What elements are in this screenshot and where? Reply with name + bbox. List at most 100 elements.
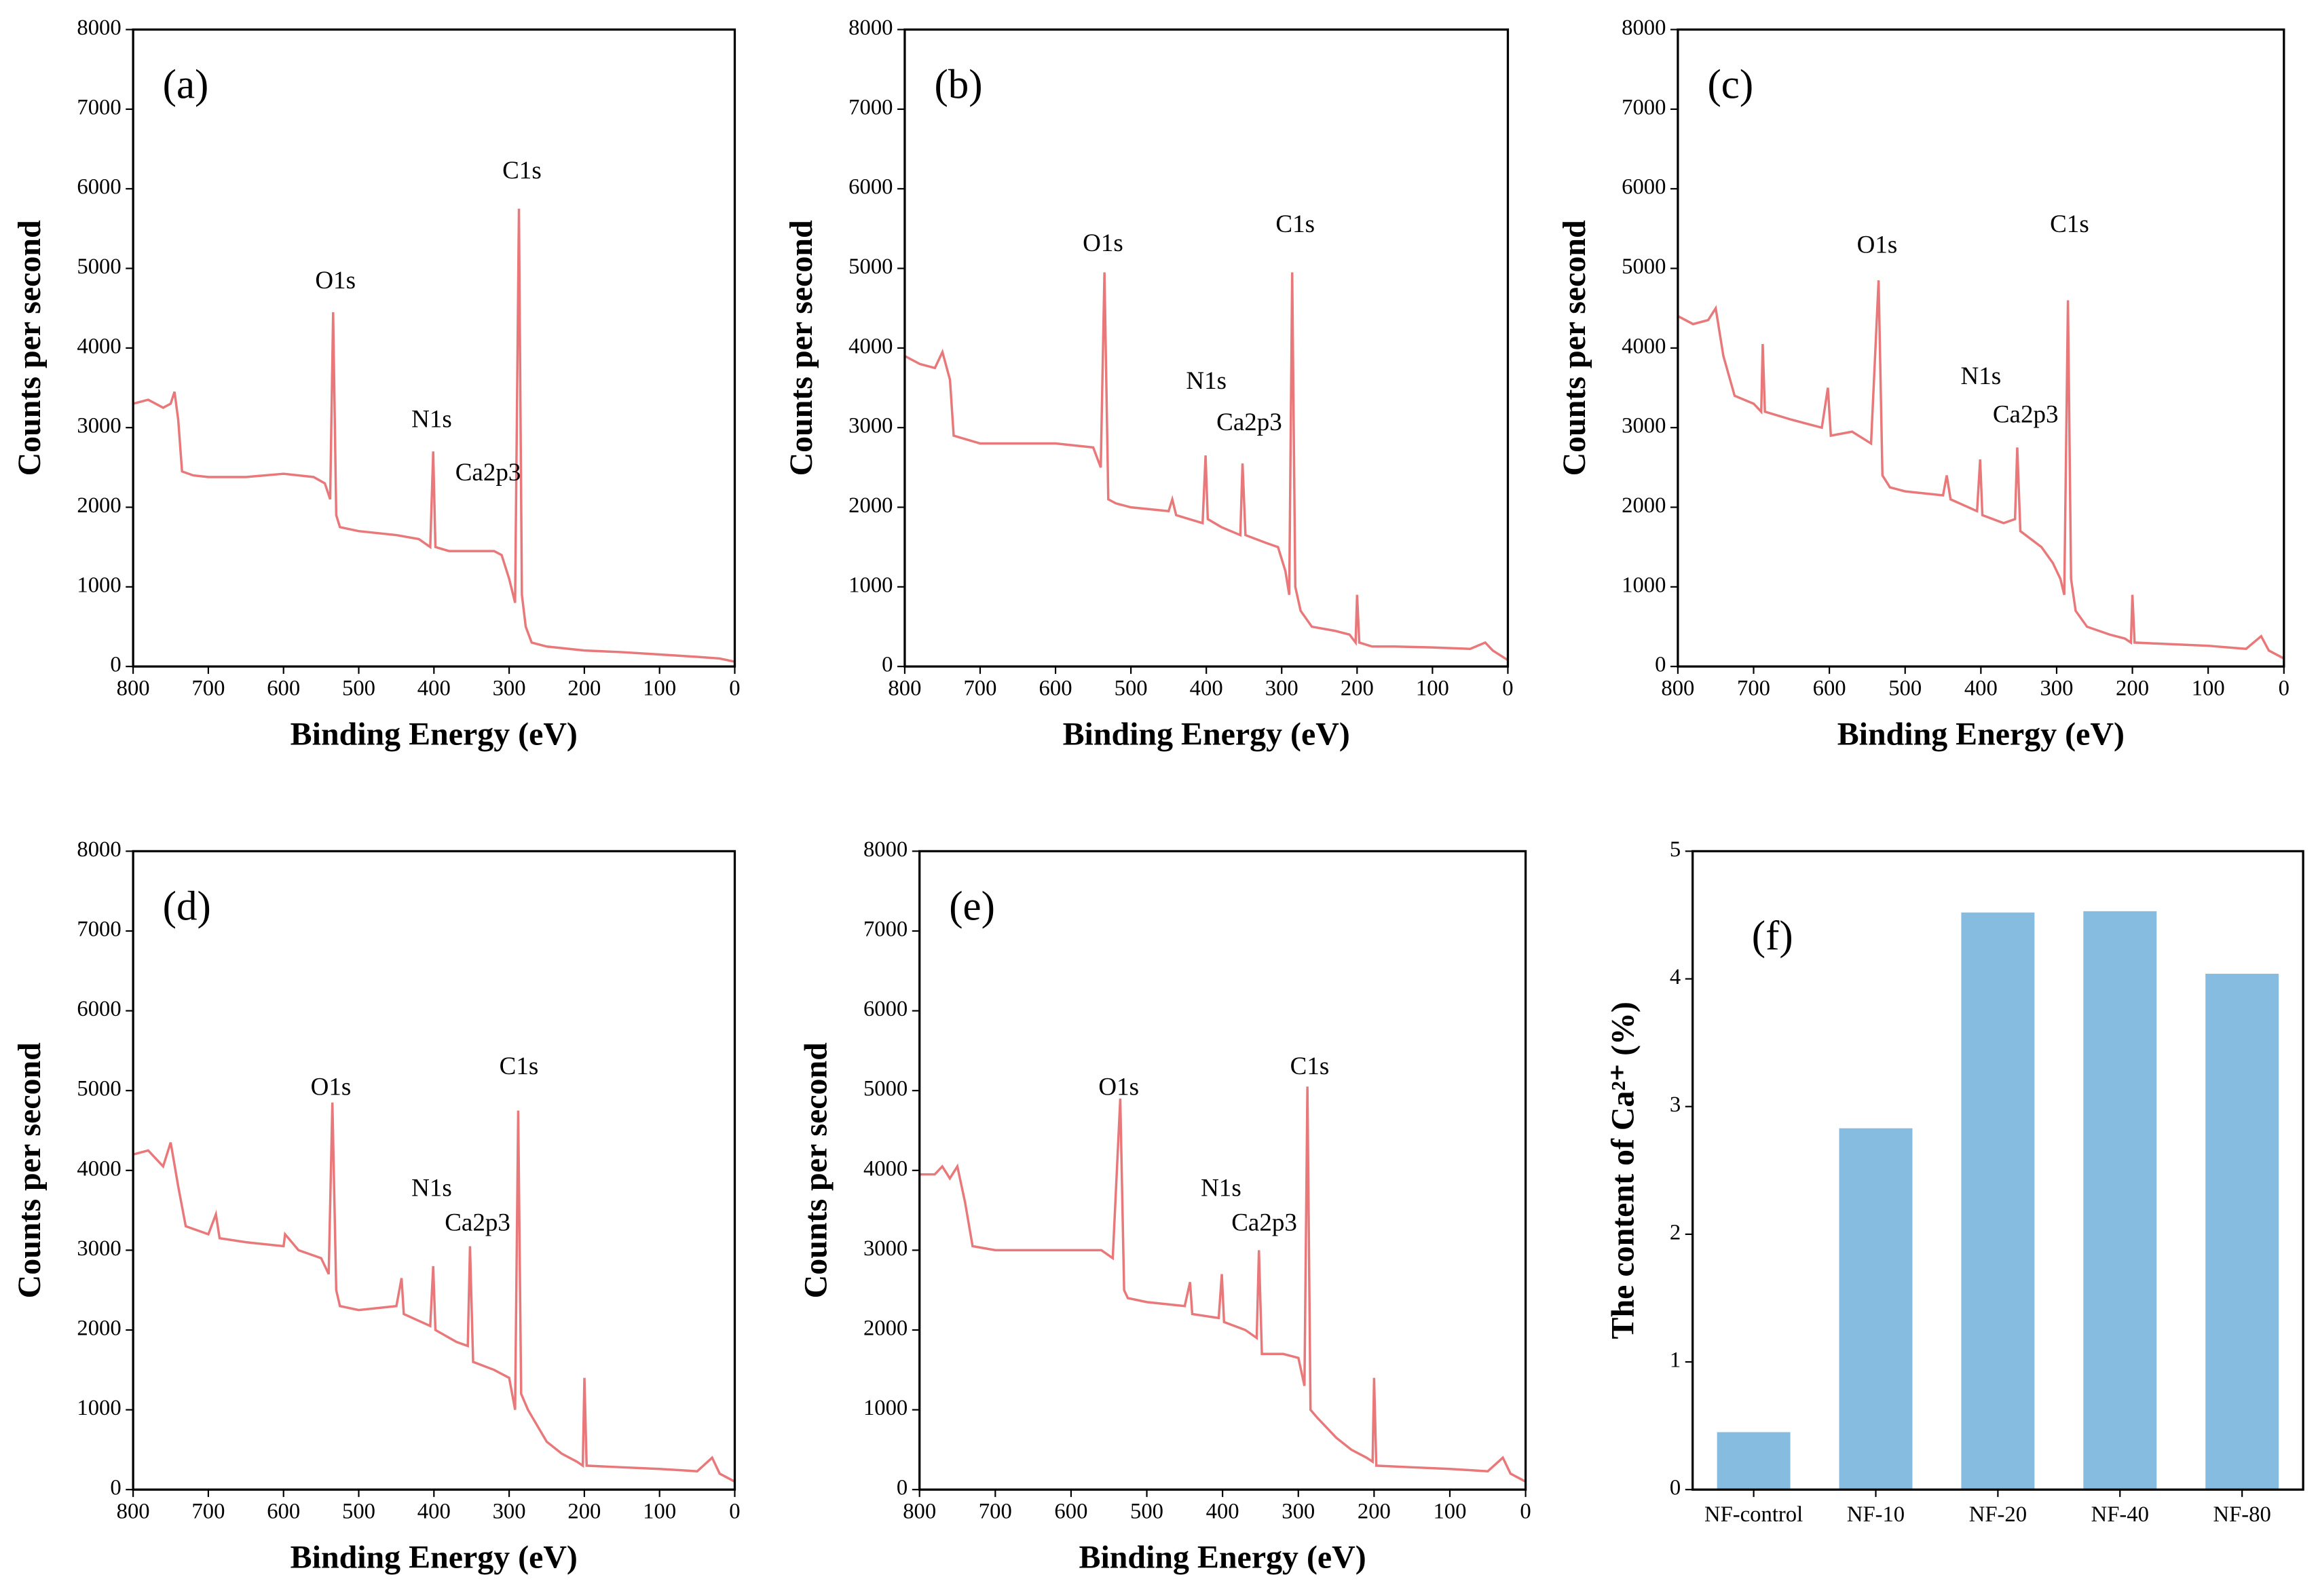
x-tick-label: 800 — [117, 677, 150, 701]
y-tick-label: 8000 — [848, 16, 893, 40]
y-axis-label: Counts per second — [12, 220, 48, 476]
x-tick-label: 500 — [1130, 1500, 1163, 1524]
x-tick-label: NF-20 — [1969, 1502, 2027, 1527]
peak-label: C1s — [502, 157, 542, 185]
y-tick-label: 6000 — [863, 997, 908, 1021]
y-tick-label: 6000 — [77, 997, 121, 1021]
y-tick-label: 5000 — [77, 254, 121, 279]
y-tick-label: 1000 — [1622, 573, 1666, 597]
plot-frame — [132, 28, 736, 668]
plot-frame — [1677, 28, 2285, 668]
y-tick-label: 4000 — [77, 1156, 121, 1181]
y-tick-label: 3000 — [77, 414, 121, 438]
peak-label: C1s — [2050, 210, 2089, 238]
panel: 010002000300040005000600070008000Counts … — [783, 16, 1514, 753]
y-tick-label: 4 — [1670, 965, 1681, 989]
peak-label: O1s — [1083, 229, 1123, 257]
panel: 0 1 2 3 4 5 The content of Ca²⁺ (%) (f) NF-contr… — [1605, 837, 2304, 1527]
y-axis-label: Counts per second — [798, 1042, 834, 1298]
spectrum-line — [904, 272, 1509, 662]
peak-label: N1s — [1201, 1175, 1241, 1202]
peak-label: Ca2p3 — [1993, 400, 2059, 428]
x-tick-label: 700 — [191, 1500, 225, 1524]
x-tick-label: 100 — [643, 677, 676, 701]
x-tick-label: 800 — [903, 1500, 936, 1524]
x-tick-label: 800 — [888, 677, 921, 701]
y-tick-label: 1000 — [77, 573, 121, 597]
y-tick-label: 7000 — [1622, 95, 1666, 119]
y-tick-label: 2000 — [77, 493, 121, 518]
x-tick-label: 200 — [567, 677, 601, 701]
y-tick-label: 0 — [882, 653, 893, 677]
y-tick-label: 5000 — [848, 254, 893, 279]
y-tick-label: 8000 — [863, 837, 908, 862]
y-tick-label: 1 — [1670, 1348, 1681, 1373]
spectrum-line — [919, 1086, 1527, 1483]
y-tick-label: 0 — [110, 1476, 121, 1500]
x-tick-label: 400 — [1206, 1500, 1239, 1524]
panel: 010002000300040005000600070008000Counts … — [12, 837, 741, 1576]
y-tick-label: 2000 — [863, 1316, 908, 1341]
panel: 010002000300040005000600070008000Counts … — [12, 16, 741, 753]
bar — [1717, 1432, 1791, 1490]
bar — [2205, 974, 2279, 1490]
panel-label: (b) — [934, 62, 982, 108]
y-tick-label: 6000 — [1622, 175, 1666, 200]
y-axis-label: The content of Ca²⁺ (%) — [1605, 1002, 1641, 1339]
y-axis-label: Counts per second — [783, 220, 819, 476]
peak-label: O1s — [1098, 1073, 1139, 1101]
x-tick-label: 500 — [342, 677, 375, 701]
x-tick-label: 600 — [267, 1500, 300, 1524]
x-axis-label: Binding Energy (eV) — [1063, 717, 1350, 753]
peak-label: O1s — [1857, 231, 1898, 259]
y-tick-label: 0 — [110, 653, 121, 677]
peak-label: Ca2p3 — [1231, 1209, 1297, 1236]
y-tick-label: 5000 — [77, 1077, 121, 1101]
peak-label: Ca2p3 — [445, 1209, 510, 1236]
panel-label: (c) — [1707, 62, 1753, 108]
x-tick-label: 500 — [1888, 677, 1922, 701]
x-tick-label: 700 — [1737, 677, 1770, 701]
y-tick-label: 3000 — [848, 414, 893, 438]
x-tick-label: 300 — [493, 677, 526, 701]
y-tick-label: 1000 — [863, 1396, 908, 1420]
y-tick-label: 4000 — [1622, 334, 1666, 358]
peak-label: N1s — [1961, 362, 2002, 390]
y-axis-label: Counts per second — [12, 1042, 48, 1298]
y-tick-label: 8000 — [77, 837, 121, 862]
x-tick-label: NF-control — [1704, 1502, 1803, 1527]
panel-label: (a) — [163, 62, 209, 108]
x-tick-label: 200 — [1358, 1500, 1391, 1524]
panel-label: (d) — [163, 884, 211, 929]
y-tick-label: 0 — [1670, 1476, 1681, 1500]
plot-frame — [918, 850, 1527, 1491]
x-tick-label: 0 — [1502, 677, 1513, 701]
x-tick-label: 400 — [1964, 677, 1998, 701]
y-tick-label: 4000 — [863, 1156, 908, 1181]
x-axis-label: Binding Energy (eV) — [1837, 717, 2125, 753]
x-tick-label: 0 — [729, 677, 740, 701]
x-tick-label: 500 — [342, 1500, 375, 1524]
x-tick-label: 400 — [1190, 677, 1223, 701]
y-tick-label: 0 — [1655, 653, 1666, 677]
x-tick-label: 300 — [1265, 677, 1298, 701]
y-tick-label: 8000 — [1622, 16, 1666, 40]
x-tick-label: 600 — [1054, 1500, 1087, 1524]
spectrum-line — [1677, 280, 2285, 660]
x-axis-label: Binding Energy (eV) — [291, 1540, 578, 1576]
y-tick-label: 1000 — [77, 1396, 121, 1420]
x-tick-label: 800 — [1661, 677, 1694, 701]
x-tick-label: 600 — [1813, 677, 1846, 701]
x-tick-label: 200 — [1341, 677, 1374, 701]
peak-label: Ca2p3 — [455, 459, 521, 487]
peak-label: N1s — [1186, 367, 1227, 395]
panel: 010002000300040005000600070008000Counts … — [798, 837, 1531, 1576]
y-tick-label: 3000 — [863, 1236, 908, 1261]
peak-label: N1s — [411, 405, 452, 433]
y-tick-label: 6000 — [77, 175, 121, 200]
peak-label: O1s — [311, 1073, 352, 1101]
x-tick-label: 400 — [417, 1500, 451, 1524]
x-axis-label: Binding Energy (eV) — [291, 717, 578, 753]
bar — [1961, 912, 2035, 1490]
